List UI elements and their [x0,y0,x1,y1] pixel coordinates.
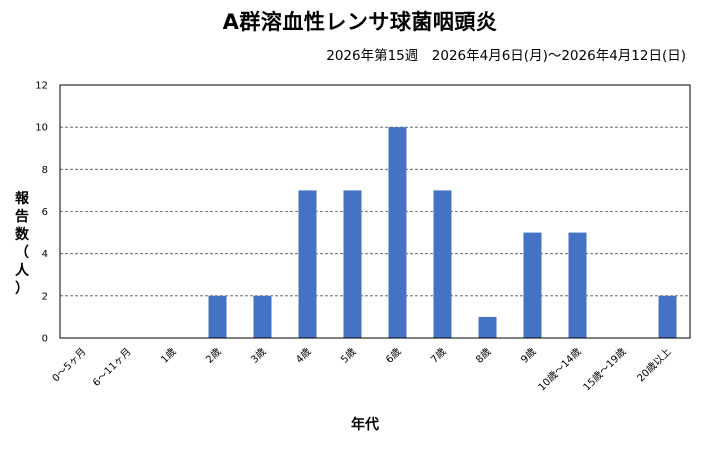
x-tick-label: 5歳 [339,346,359,366]
x-axis-label: 年代 [351,417,379,433]
x-tick-label: 2歳 [204,346,224,366]
x-tick-label: 7歳 [429,346,449,366]
y-tick-label: 4 [42,249,48,260]
bar [298,190,317,338]
bar [388,127,407,339]
y-tick-label: 8 [42,165,48,176]
x-tick-label: 15歳～19歳 [581,346,629,394]
y-axis-label-char: 報 [15,191,29,207]
x-tick-label: 0～5ヶ月 [50,346,89,385]
y-axis-label-char: （ [15,245,29,261]
plot-frame [59,84,691,339]
x-tick-label: 1歳 [159,346,179,366]
y-axis-label: 報 告 数 （ 人 ） [14,190,30,298]
y-axis-label-char: 告 [15,209,29,225]
bar [568,232,587,338]
y-tick-label: 2 [42,291,48,302]
bar [253,295,272,338]
x-tick-label: 20歳以上 [635,346,674,385]
bar [208,295,227,338]
bar [343,190,362,338]
bar [523,232,542,338]
bar [433,190,452,338]
y-axis-label-char: ） [15,281,29,297]
x-tick-label: 4歳 [294,346,314,366]
chart-title: A群溶血性レンサ球菌咽頭炎 [222,10,498,34]
x-tick-label: 6～11ヶ月 [90,346,133,389]
x-tick-label: 6歳 [384,346,404,366]
bar [478,316,497,338]
y-axis-label-char: 数 [15,227,29,243]
x-tick-label: 3歳 [249,346,269,366]
bar [658,295,677,338]
y-tick-label: 10 [35,123,48,134]
y-axis-label-char: 人 [15,263,29,279]
x-tick-label: 10歳～14歳 [536,346,584,394]
y-tick-label: 12 [35,81,48,92]
y-tick-label: 6 [42,207,48,218]
y-tick-label: 0 [42,334,48,345]
chart-subtitle: 2026年第15週 2026年4月6日(月)～2026年4月12日(日) [326,48,686,64]
x-tick-label: 8歳 [474,346,494,366]
x-tick-label: 9歳 [519,346,539,366]
